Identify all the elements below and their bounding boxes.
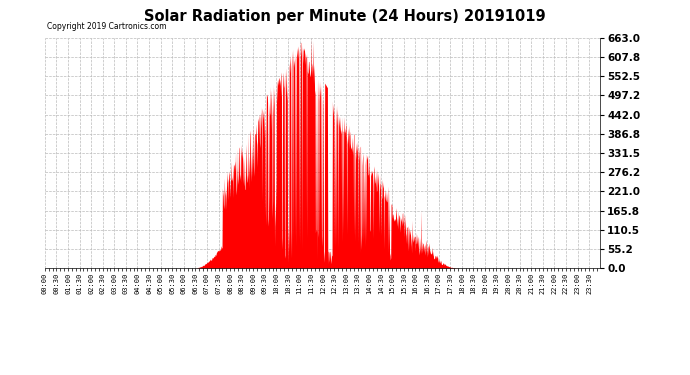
Text: Radiation  (W/m2): Radiation (W/m2) <box>538 14 638 24</box>
Text: Copyright 2019 Cartronics.com: Copyright 2019 Cartronics.com <box>47 22 166 31</box>
Text: Solar Radiation per Minute (24 Hours) 20191019: Solar Radiation per Minute (24 Hours) 20… <box>144 9 546 24</box>
